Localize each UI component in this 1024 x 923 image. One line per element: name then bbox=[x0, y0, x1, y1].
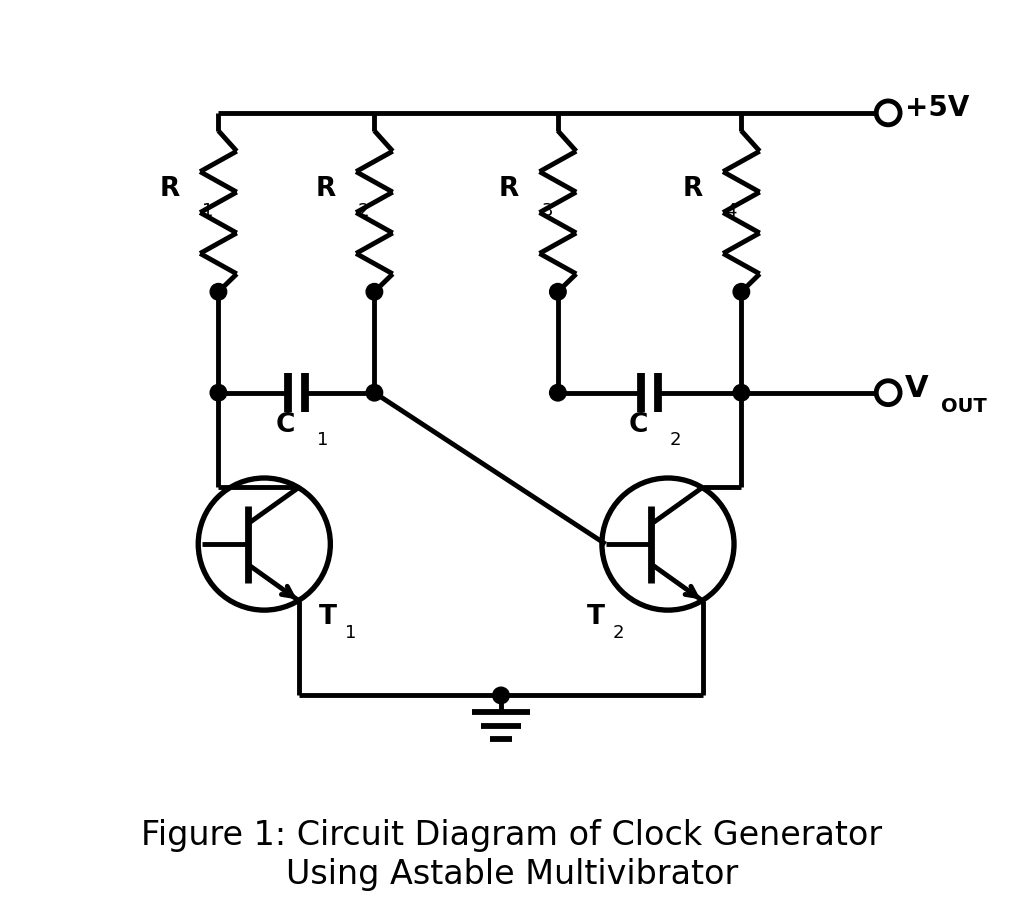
Text: C: C bbox=[629, 412, 648, 438]
Circle shape bbox=[493, 688, 509, 703]
Text: Figure 1: Circuit Diagram of Clock Generator
Using Astable Multivibrator: Figure 1: Circuit Diagram of Clock Gener… bbox=[141, 820, 883, 891]
Text: 1: 1 bbox=[316, 431, 328, 450]
Text: R: R bbox=[160, 175, 180, 201]
Text: R: R bbox=[499, 175, 519, 201]
Text: 1: 1 bbox=[345, 624, 356, 642]
Circle shape bbox=[550, 385, 566, 401]
Text: R: R bbox=[315, 175, 336, 201]
Text: R: R bbox=[683, 175, 702, 201]
Text: 3: 3 bbox=[542, 202, 553, 221]
Circle shape bbox=[210, 385, 226, 401]
Text: 2: 2 bbox=[613, 624, 625, 642]
Text: 1: 1 bbox=[202, 202, 213, 221]
Circle shape bbox=[210, 283, 226, 300]
Circle shape bbox=[367, 283, 383, 300]
Text: C: C bbox=[275, 412, 295, 438]
Text: T: T bbox=[587, 605, 605, 630]
Text: 2: 2 bbox=[670, 431, 681, 450]
Circle shape bbox=[367, 385, 383, 401]
Text: +5V: +5V bbox=[904, 94, 969, 122]
Text: 4: 4 bbox=[725, 202, 736, 221]
Text: 2: 2 bbox=[357, 202, 370, 221]
Text: OUT: OUT bbox=[941, 397, 987, 416]
Circle shape bbox=[550, 283, 566, 300]
Text: V: V bbox=[904, 374, 929, 402]
Text: T: T bbox=[319, 605, 337, 630]
Circle shape bbox=[733, 385, 750, 401]
Circle shape bbox=[733, 283, 750, 300]
